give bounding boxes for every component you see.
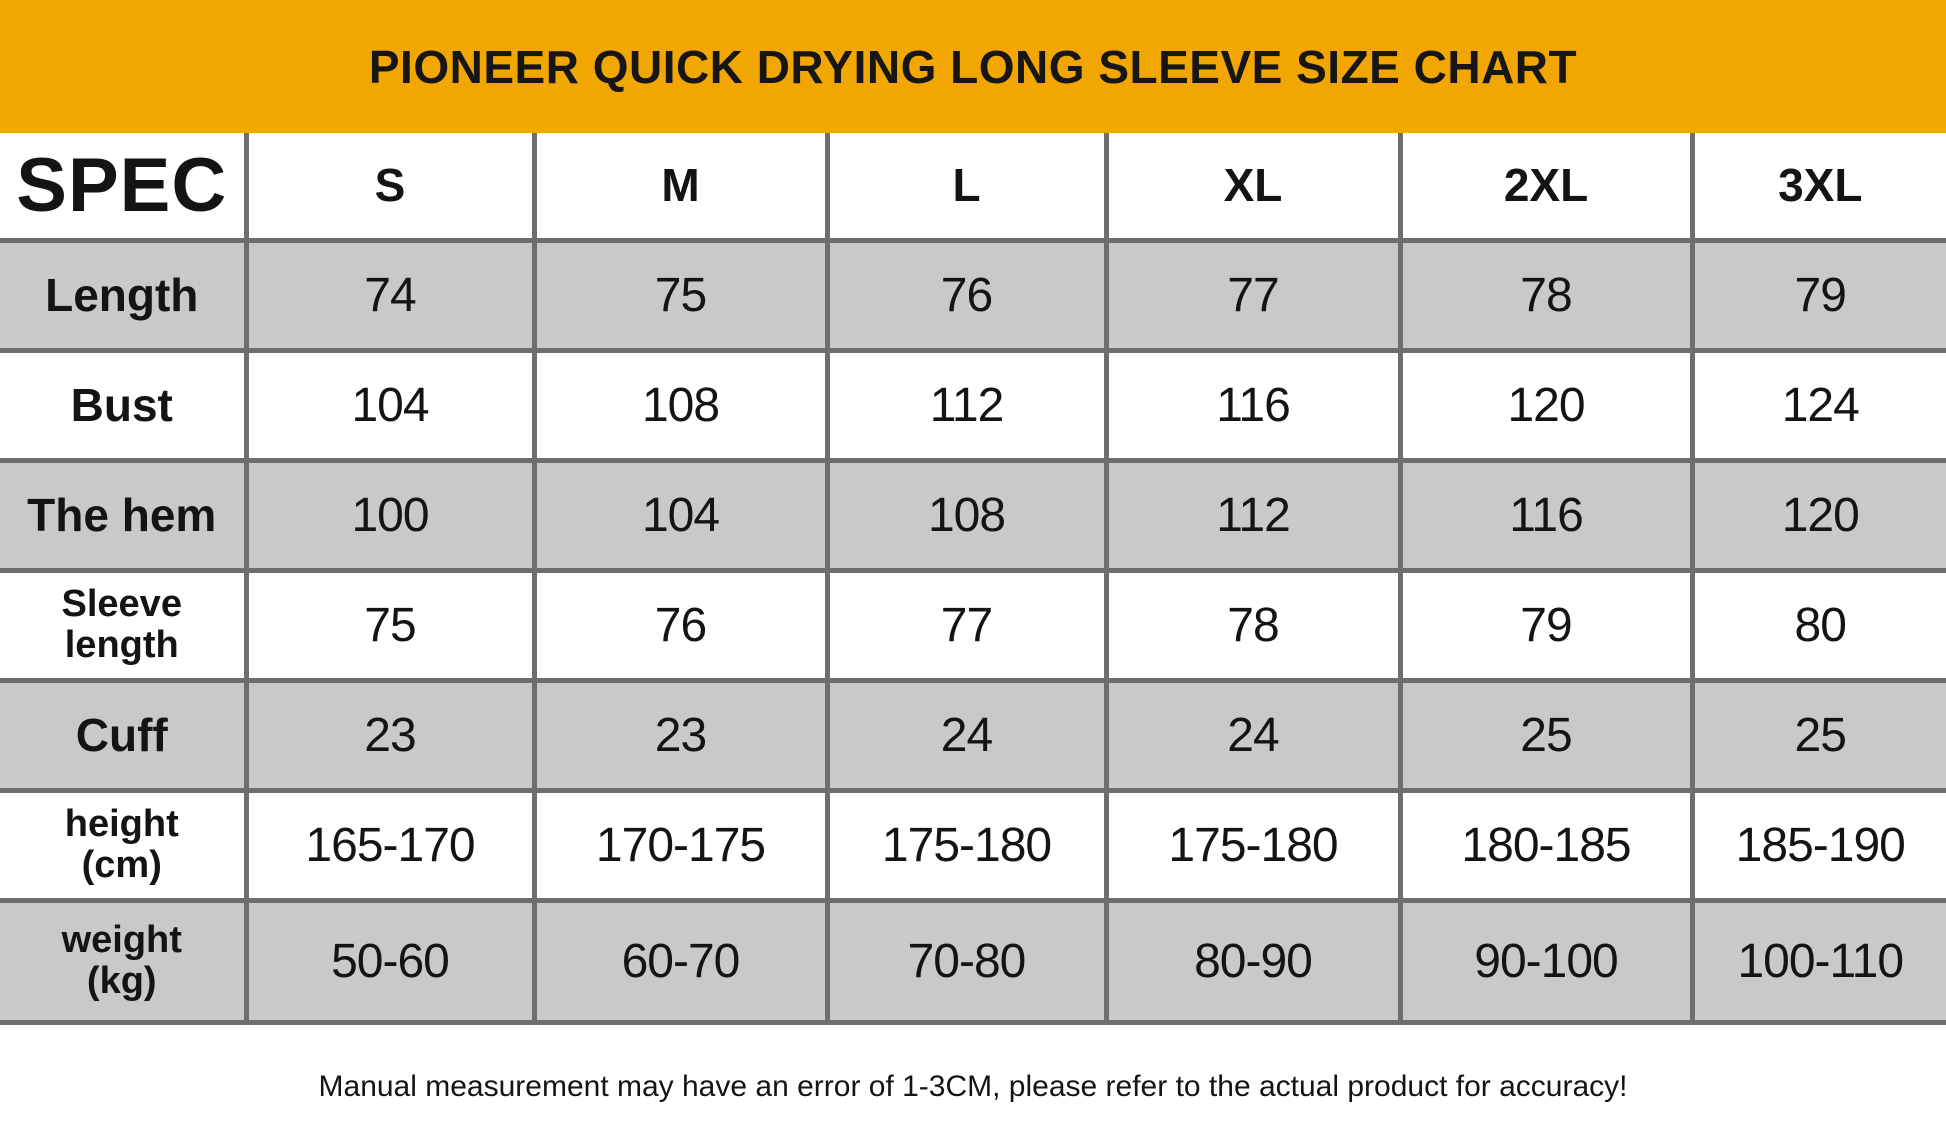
value-cell: 180-185 [1397,787,1695,903]
table-row-bust: Bust 104 108 112 116 120 124 [0,347,1946,463]
value-cell: 77 [824,567,1109,683]
value-cell: 60-70 [531,897,830,1025]
value-cell: 80 [1689,567,1946,683]
value-cell: 78 [1103,567,1403,683]
value-cell: 120 [1397,347,1695,463]
value-cell: 80-90 [1103,897,1403,1025]
value-cell: 23 [531,677,830,793]
row-label-weight: weight (kg) [0,897,249,1025]
size-column-header-xl: XL [1103,133,1403,243]
size-column-header-m: M [531,133,830,243]
value-cell: 76 [824,237,1109,353]
table-row-length: Length 74 75 76 77 78 79 [0,237,1946,353]
value-cell: 76 [531,567,830,683]
value-cell: 170-175 [531,787,830,903]
value-cell: 50-60 [243,897,537,1025]
table-row-cuff: Cuff 23 23 24 24 25 25 [0,677,1946,793]
value-cell: 108 [531,347,830,463]
chart-title: PIONEER QUICK DRYING LONG SLEEVE SIZE CH… [368,40,1578,93]
value-cell: 90-100 [1397,897,1695,1025]
value-cell: 116 [1103,347,1403,463]
row-label-hem: The hem [0,457,249,573]
value-cell: 104 [531,457,830,573]
value-cell: 116 [1397,457,1695,573]
value-cell: 70-80 [824,897,1109,1025]
row-label-length: Length [0,237,249,353]
title-banner: PIONEER QUICK DRYING LONG SLEEVE SIZE CH… [0,0,1946,133]
value-cell: 75 [243,567,537,683]
value-cell: 78 [1397,237,1695,353]
row-label-sleeve-length: Sleeve length [0,567,249,683]
value-cell: 112 [824,347,1109,463]
disclaimer-note: Manual measurement may have an error of … [318,1069,1628,1103]
size-column-header-3xl: 3XL [1689,133,1946,243]
size-column-header-s: S [243,133,537,243]
value-cell: 100 [243,457,537,573]
value-cell: 185-190 [1689,787,1946,903]
value-cell: 79 [1689,237,1946,353]
size-chart-table: SPEC S M L XL 2XL 3XL Length 74 75 76 77… [0,133,1946,1025]
value-cell: 24 [824,677,1109,793]
header-row: SPEC S M L XL 2XL 3XL [0,133,1946,243]
footer-note-area: Manual measurement may have an error of … [0,1025,1946,1147]
value-cell: 175-180 [824,787,1109,903]
table-row-sleeve-length: Sleeve length 75 76 77 78 79 80 [0,567,1946,683]
value-cell: 108 [824,457,1109,573]
value-cell: 23 [243,677,537,793]
row-label-cuff: Cuff [0,677,249,793]
value-cell: 74 [243,237,537,353]
value-cell: 77 [1103,237,1403,353]
value-cell: 104 [243,347,537,463]
value-cell: 175-180 [1103,787,1403,903]
value-cell: 75 [531,237,830,353]
value-cell: 25 [1397,677,1695,793]
size-column-header-2xl: 2XL [1397,133,1695,243]
row-label-height: height (cm) [0,787,249,903]
table-row-weight: weight (kg) 50-60 60-70 70-80 80-90 90-1… [0,897,1946,1025]
value-cell: 124 [1689,347,1946,463]
value-cell: 25 [1689,677,1946,793]
value-cell: 112 [1103,457,1403,573]
size-column-header-l: L [824,133,1109,243]
value-cell: 79 [1397,567,1695,683]
row-label-bust: Bust [0,347,249,463]
table-row-height: height (cm) 165-170 170-175 175-180 175-… [0,787,1946,903]
spec-corner-cell: SPEC [0,133,249,243]
value-cell: 100-110 [1689,897,1946,1025]
value-cell: 24 [1103,677,1403,793]
value-cell: 165-170 [243,787,537,903]
table-row-hem: The hem 100 104 108 112 116 120 [0,457,1946,573]
value-cell: 120 [1689,457,1946,573]
